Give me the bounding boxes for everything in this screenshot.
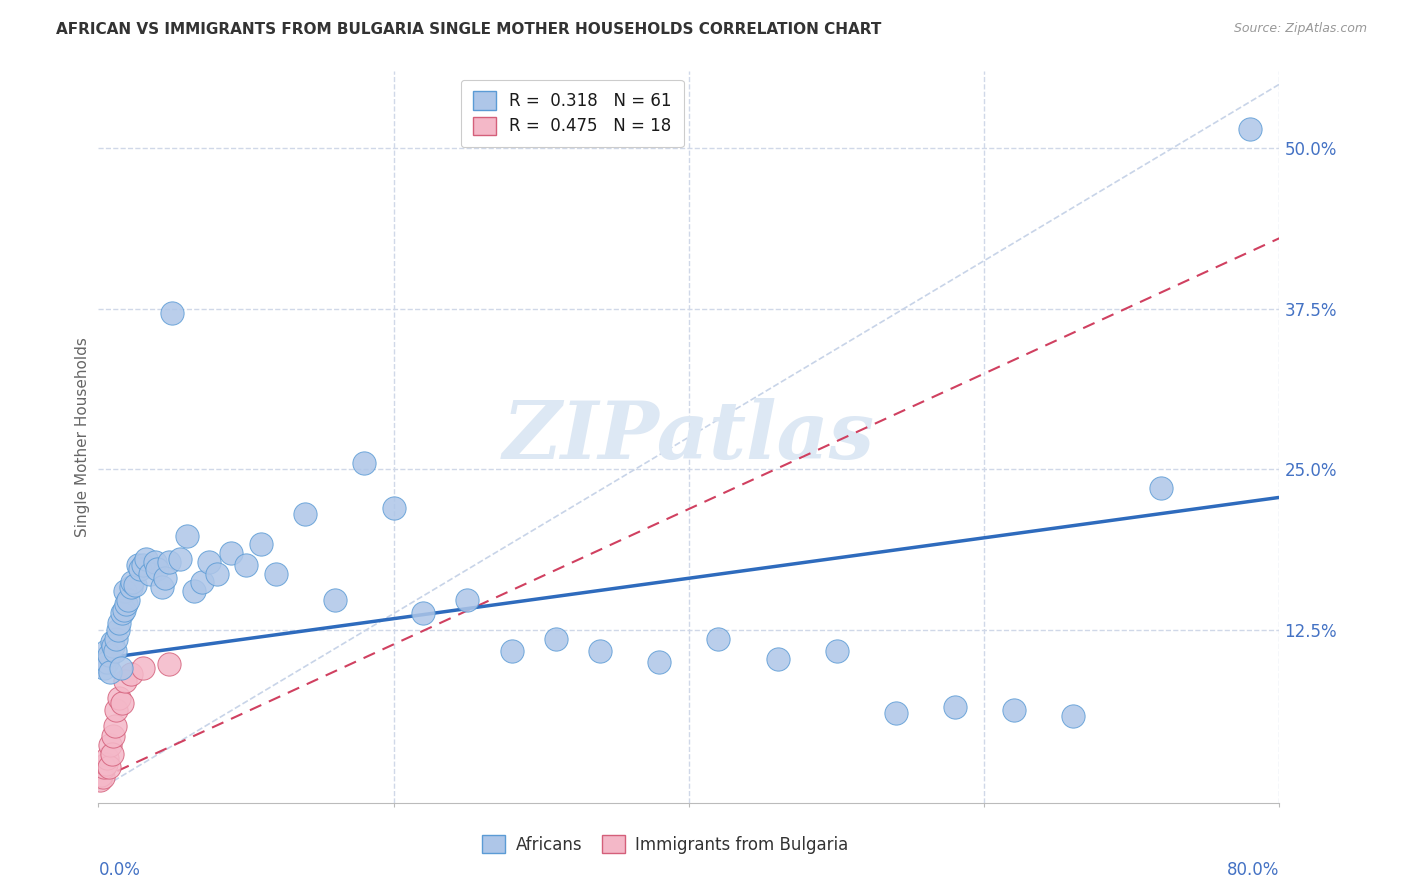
Y-axis label: Single Mother Households: Single Mother Households	[75, 337, 90, 537]
Point	[97, 648, 120, 663]
Point	[105, 703, 128, 717]
Point	[546, 632, 568, 646]
Point	[120, 667, 142, 681]
Point	[94, 644, 117, 658]
Point	[176, 529, 198, 543]
Point	[96, 751, 118, 765]
Point	[153, 571, 176, 585]
Point	[96, 655, 118, 669]
Point	[205, 567, 228, 582]
Point	[1150, 482, 1173, 496]
Point	[707, 632, 730, 646]
Point	[103, 729, 125, 743]
Point	[127, 558, 149, 573]
Point	[139, 567, 162, 582]
Point	[93, 760, 115, 774]
Point	[648, 655, 671, 669]
Point	[183, 584, 205, 599]
Point	[198, 555, 221, 569]
Point	[117, 593, 139, 607]
Point	[221, 545, 243, 559]
Point	[157, 555, 180, 569]
Point	[382, 500, 405, 515]
Point	[589, 644, 612, 658]
Point	[91, 655, 114, 669]
Text: AFRICAN VS IMMIGRANTS FROM BULGARIA SINGLE MOTHER HOUSEHOLDS CORRELATION CHART: AFRICAN VS IMMIGRANTS FROM BULGARIA SING…	[56, 22, 882, 37]
Point	[91, 770, 114, 784]
Point	[323, 593, 346, 607]
Point	[98, 665, 121, 679]
Text: Source: ZipAtlas.com: Source: ZipAtlas.com	[1233, 22, 1367, 36]
Text: 80.0%: 80.0%	[1227, 861, 1279, 879]
Point	[108, 690, 131, 705]
Point	[97, 760, 120, 774]
Point	[1239, 122, 1261, 136]
Point	[825, 644, 848, 658]
Point	[128, 562, 150, 576]
Point	[1062, 708, 1084, 723]
Point	[115, 597, 138, 611]
Point	[124, 577, 146, 591]
Point	[108, 616, 131, 631]
Point	[94, 757, 117, 772]
Point	[412, 606, 434, 620]
Point	[943, 699, 966, 714]
Point	[143, 555, 166, 569]
Point	[501, 644, 523, 658]
Point	[294, 507, 316, 521]
Point	[98, 738, 121, 752]
Point	[111, 606, 134, 620]
Point	[457, 593, 479, 607]
Point	[114, 584, 136, 599]
Point	[104, 719, 127, 733]
Point	[191, 575, 214, 590]
Point	[264, 567, 287, 582]
Text: ZIPatlas: ZIPatlas	[503, 399, 875, 475]
Point	[162, 305, 183, 319]
Point	[120, 580, 142, 594]
Point	[112, 603, 135, 617]
Point	[114, 673, 136, 688]
Legend: Africans, Immigrants from Bulgaria: Africans, Immigrants from Bulgaria	[475, 829, 855, 860]
Point	[250, 536, 273, 550]
Point	[90, 767, 112, 781]
Point	[111, 696, 134, 710]
Point	[766, 652, 789, 666]
Point	[157, 657, 180, 672]
Point	[104, 644, 127, 658]
Point	[135, 552, 157, 566]
Point	[132, 661, 155, 675]
Point	[169, 552, 191, 566]
Point	[103, 639, 125, 653]
Point	[132, 558, 155, 573]
Point	[100, 747, 122, 761]
Point	[150, 580, 173, 594]
Point	[353, 456, 375, 470]
Point	[105, 632, 128, 646]
Point	[235, 558, 257, 573]
Point	[110, 661, 132, 675]
Point	[884, 706, 907, 720]
Point	[146, 562, 169, 576]
Point	[121, 575, 143, 590]
Point	[93, 661, 115, 675]
Point	[100, 635, 122, 649]
Point	[1002, 703, 1025, 717]
Point	[89, 772, 111, 787]
Point	[107, 623, 129, 637]
Text: 0.0%: 0.0%	[98, 861, 141, 879]
